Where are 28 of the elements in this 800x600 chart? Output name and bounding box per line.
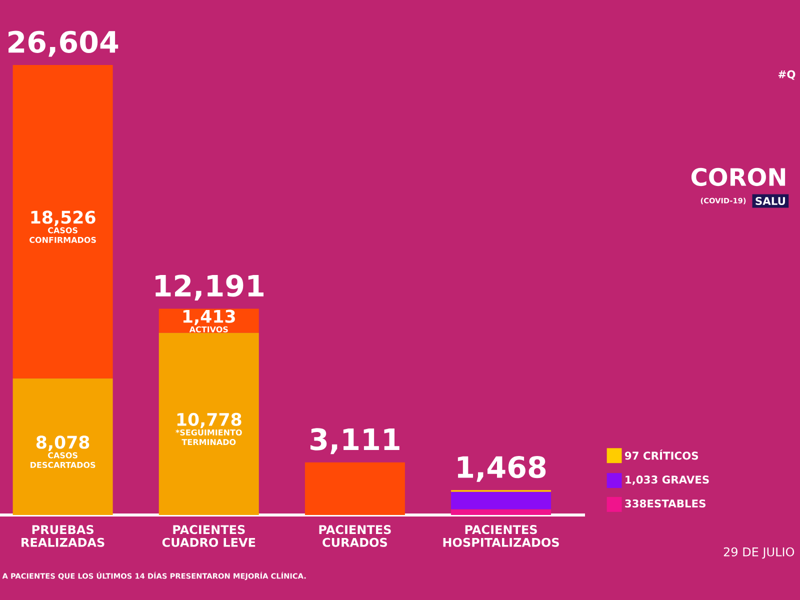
text: SALU [756, 196, 785, 206]
legend-label: 1,033 GRAVES [626, 476, 709, 485]
total-label: 12,191 [156, 274, 264, 301]
text: #Q [778, 70, 796, 80]
data-label: 8,078 [36, 436, 90, 452]
bar [12, 378, 113, 515]
bar [158, 332, 259, 515]
annotation: CASOS CONFIRMADOS [30, 227, 96, 243]
bar [451, 509, 552, 515]
annotation: *SEGUIMIENTO TERMINADO [176, 429, 242, 446]
x-tick-label: PACIENTES HOSPITALIZADOS [443, 525, 559, 547]
x-tick-label: PRUEBAS REALIZADAS [22, 525, 104, 547]
legend-label: 97 CRÍTICOS [624, 450, 698, 460]
data-label: 10,778 [177, 412, 242, 428]
bar [12, 65, 113, 378]
annotation: ACTIVOS [189, 326, 228, 332]
total-label: 1,468 [458, 456, 546, 482]
annotation: CASOS DESCARTADOS [30, 452, 96, 468]
x-tick-label: PACIENTES CUADRO LEVE [162, 525, 256, 547]
data-label: 18,526 [31, 210, 96, 226]
text: CORON [691, 168, 786, 186]
data-label: 1,413 [183, 310, 235, 326]
total-label: 3,111 [310, 428, 400, 454]
bar [451, 492, 552, 510]
legend-label: 338ESTABLES [625, 499, 706, 508]
text: 29 DE JULIO [724, 547, 794, 559]
total-label: 26,604 [8, 30, 118, 57]
x-tick-label: PACIENTES CURADOS [319, 525, 391, 547]
